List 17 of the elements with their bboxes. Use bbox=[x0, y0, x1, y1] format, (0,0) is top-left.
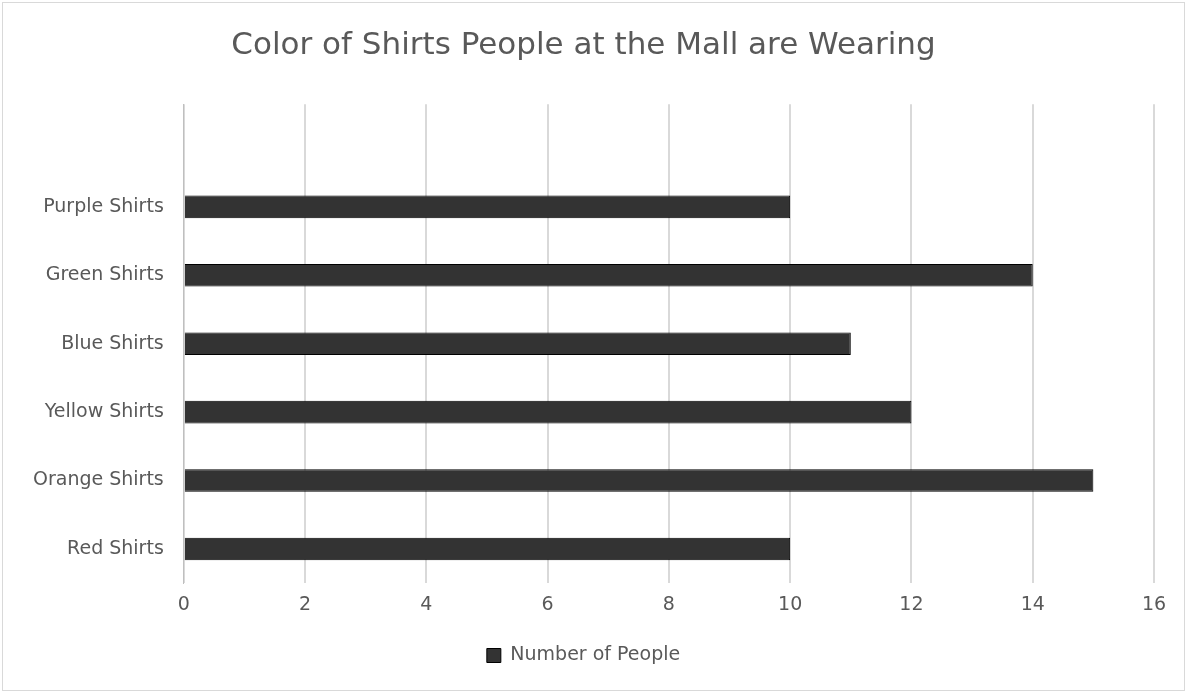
y-tick-label: Red Shirts bbox=[67, 535, 164, 558]
y-tick-label: Orange Shirts bbox=[32, 467, 164, 490]
x-tick-label: 12 bbox=[899, 591, 924, 614]
x-tick-label: 4 bbox=[420, 591, 433, 614]
chart-title: Color of Shirts People at the Mall are Wearing bbox=[231, 24, 936, 61]
x-tick-label: 16 bbox=[1141, 591, 1167, 614]
y-tick-label: Purple Shirts bbox=[43, 193, 164, 216]
x-tick-label: 6 bbox=[541, 591, 554, 614]
x-tick-label: 2 bbox=[299, 591, 312, 614]
y-tick-label: Blue Shirts bbox=[61, 330, 164, 353]
x-tick-label: 0 bbox=[177, 591, 190, 614]
legend-label: Number of People bbox=[510, 642, 681, 665]
x-tick-label: 14 bbox=[1020, 591, 1045, 614]
y-tick-label: Yellow Shirts bbox=[43, 399, 164, 422]
y-tick-label: Green Shirts bbox=[45, 262, 164, 285]
x-tick-label: 10 bbox=[778, 591, 803, 614]
x-tick-label: 8 bbox=[662, 591, 675, 614]
